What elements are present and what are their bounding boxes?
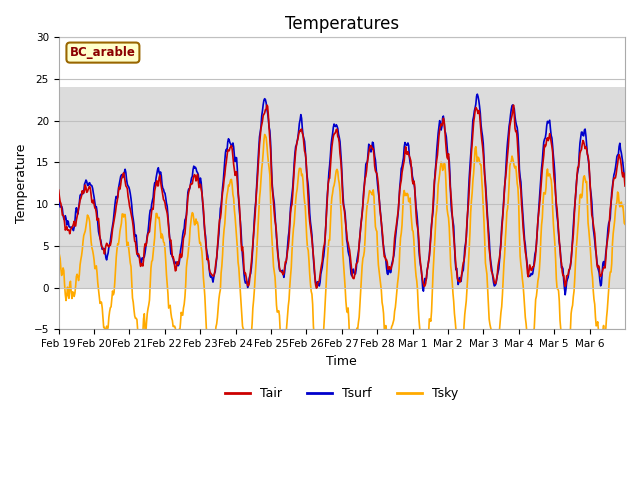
Tair <box>312 285 320 291</box>
Tsurf <box>474 91 481 97</box>
Title: Temperatures: Temperatures <box>285 15 399 33</box>
Line: Tair: Tair <box>59 105 625 288</box>
Tair <box>263 102 271 108</box>
Tsky <box>55 250 63 255</box>
Tsurf <box>561 292 569 298</box>
Legend: Tair, Tsurf, Tsky: Tair, Tsurf, Tsky <box>220 382 463 405</box>
Tair <box>253 179 261 184</box>
Tsurf <box>432 160 440 166</box>
Line: Tsurf: Tsurf <box>59 94 625 295</box>
Tsurf <box>121 167 129 172</box>
Text: BC_arable: BC_arable <box>70 46 136 59</box>
X-axis label: Time: Time <box>326 355 357 368</box>
Tsky <box>276 312 284 318</box>
Tsky <box>401 193 409 199</box>
Y-axis label: Temperature: Temperature <box>15 144 28 223</box>
Tair <box>121 179 129 184</box>
Tsky <box>261 132 269 137</box>
Tsky <box>433 207 440 213</box>
Tsky <box>121 212 129 217</box>
Tair <box>621 183 629 189</box>
Tair <box>225 148 233 154</box>
Tsurf <box>275 260 282 265</box>
Tair <box>402 144 410 150</box>
Tair <box>276 264 284 270</box>
Tsky <box>492 358 500 364</box>
Bar <box>59 87 625 288</box>
Tair <box>434 152 442 158</box>
Tsky <box>621 221 629 227</box>
Tsurf <box>401 144 408 150</box>
Tsurf <box>621 176 629 182</box>
Tsurf <box>55 195 63 201</box>
Tsurf <box>253 171 261 177</box>
Tsky <box>253 238 261 243</box>
Tair <box>55 187 63 193</box>
Line: Tsky: Tsky <box>59 134 625 361</box>
Tsurf <box>225 137 233 143</box>
Tsky <box>225 183 233 189</box>
